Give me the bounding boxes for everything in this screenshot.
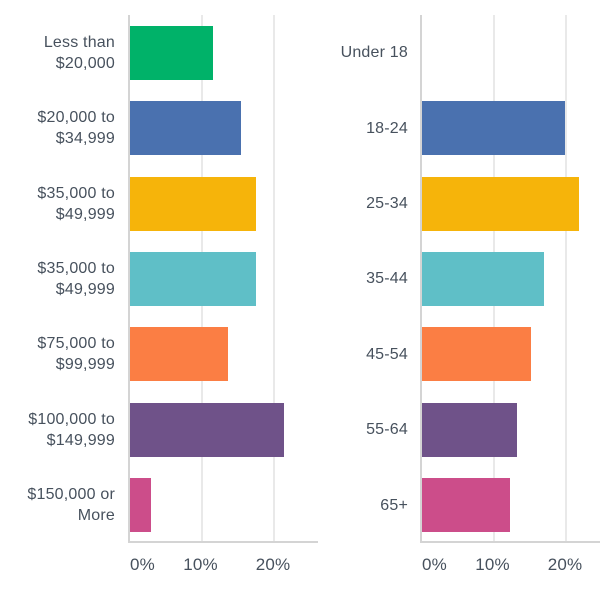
- bar: [130, 176, 257, 231]
- x-tick-label: 0%: [422, 555, 447, 574]
- label-row: 35-44: [318, 241, 408, 316]
- x-tick-label: 10%: [475, 555, 510, 574]
- bar: [422, 101, 565, 156]
- bar: [130, 25, 214, 80]
- label-row: 45-54: [318, 317, 408, 392]
- category-label: 25-34: [366, 195, 408, 213]
- bar: [130, 402, 285, 457]
- label-row: $100,000 to $149,999: [0, 392, 115, 467]
- category-label: Under 18: [340, 44, 408, 62]
- label-row: $20,000 to $34,999: [0, 90, 115, 165]
- bar: [130, 101, 241, 156]
- bar: [422, 478, 510, 533]
- label-row: 65+: [318, 468, 408, 543]
- label-row: $75,000 to $99,999: [0, 317, 115, 392]
- x-axis: 0% 10% 20%: [420, 543, 600, 585]
- category-label: 35-44: [366, 270, 408, 288]
- plot-area-wrap: 0% 10% 20%: [128, 15, 318, 585]
- bar-row: [420, 392, 600, 467]
- bar-row: [420, 166, 600, 241]
- bar-row: [420, 15, 600, 90]
- category-label-column: Less than $20,000 $20,000 to $34,999 $35,000…: [0, 15, 128, 585]
- bar: [130, 251, 257, 306]
- bar-row: [128, 468, 318, 543]
- bar-row: [128, 317, 318, 392]
- bar: [422, 251, 544, 306]
- plot-area-wrap: 0% 10% 20%: [420, 15, 600, 585]
- category-label: $35,000 to $49,999: [37, 184, 115, 223]
- bar: [130, 478, 152, 533]
- bar: [422, 402, 517, 457]
- x-tick-label: 10%: [183, 555, 218, 574]
- bar-row: [128, 90, 318, 165]
- x-tick-label: 0%: [130, 555, 155, 574]
- label-row: $35,000 to $49,999: [0, 241, 115, 316]
- category-label: 55-64: [366, 421, 408, 439]
- plot-area: [420, 15, 600, 543]
- x-tick-label: 20%: [547, 555, 583, 574]
- category-label: 45-54: [366, 345, 408, 363]
- bar-row: [420, 90, 600, 165]
- x-axis: 0% 10% 20%: [128, 543, 318, 585]
- age-bar-chart: Under 18 18-24 25-34 35-44 45-54 55-64 65+ 0% 10…: [318, 15, 600, 585]
- category-label: $75,000 to $99,999: [37, 335, 115, 374]
- label-row: $150,000 or More: [0, 468, 115, 543]
- bar-row: [128, 15, 318, 90]
- category-label: $35,000 to $49,999: [37, 259, 115, 298]
- category-label: $100,000 to $149,999: [28, 410, 115, 449]
- label-row: 25-34: [318, 166, 408, 241]
- gridline: [565, 15, 567, 541]
- plot-area: [128, 15, 318, 543]
- bar-row: [128, 166, 318, 241]
- category-label: $150,000 or More: [27, 486, 115, 525]
- bar-row: [420, 317, 600, 392]
- category-label: $20,000 to $34,999: [37, 109, 115, 148]
- label-row: Less than $20,000: [0, 15, 115, 90]
- category-label: 18-24: [366, 119, 408, 137]
- category-label-column: Under 18 18-24 25-34 35-44 45-54 55-64 65+: [318, 15, 420, 585]
- bar-row: [128, 241, 318, 316]
- label-row: $35,000 to $49,999: [0, 166, 115, 241]
- gridline: [273, 15, 275, 541]
- bar: [422, 176, 580, 231]
- label-row: 55-64: [318, 392, 408, 467]
- bar: [422, 327, 531, 382]
- label-row: 18-24: [318, 90, 408, 165]
- household-income-bar-chart: Less than $20,000 $20,000 to $34,999 $35,000…: [0, 15, 318, 585]
- label-row: Under 18: [318, 15, 408, 90]
- category-label: Less than $20,000: [43, 33, 115, 72]
- bar-row: [128, 392, 318, 467]
- bar-row: [420, 468, 600, 543]
- bar-row: [420, 241, 600, 316]
- x-tick-label: 20%: [255, 555, 291, 574]
- bar: [130, 327, 228, 382]
- category-label: 65+: [380, 496, 408, 514]
